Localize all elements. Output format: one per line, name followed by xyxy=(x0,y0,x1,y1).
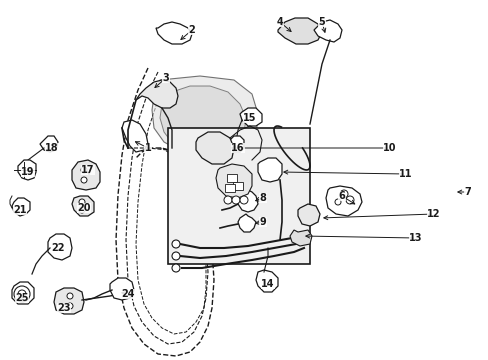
Text: 10: 10 xyxy=(383,143,396,153)
Text: 21: 21 xyxy=(13,205,27,215)
Circle shape xyxy=(346,196,353,204)
Text: 5: 5 xyxy=(318,17,325,27)
Polygon shape xyxy=(160,86,245,158)
Polygon shape xyxy=(256,270,278,292)
Text: 15: 15 xyxy=(243,113,256,123)
Circle shape xyxy=(224,196,231,204)
Polygon shape xyxy=(289,230,311,246)
Text: 19: 19 xyxy=(21,167,35,177)
Text: 11: 11 xyxy=(398,169,412,179)
Text: 24: 24 xyxy=(121,289,135,299)
Polygon shape xyxy=(72,196,94,216)
Polygon shape xyxy=(238,190,258,212)
Circle shape xyxy=(240,196,247,204)
Bar xyxy=(168,128,309,264)
Text: 7: 7 xyxy=(464,187,470,197)
Bar xyxy=(224,184,235,192)
Circle shape xyxy=(172,264,180,272)
Polygon shape xyxy=(325,186,361,216)
Circle shape xyxy=(14,286,30,302)
Circle shape xyxy=(339,190,347,198)
Polygon shape xyxy=(156,22,192,44)
Text: 14: 14 xyxy=(261,279,274,289)
Circle shape xyxy=(81,167,87,173)
Polygon shape xyxy=(40,136,58,152)
Circle shape xyxy=(172,240,180,248)
Polygon shape xyxy=(54,288,84,314)
Text: 4: 4 xyxy=(276,17,283,27)
Polygon shape xyxy=(196,132,234,164)
Text: 25: 25 xyxy=(15,293,29,303)
Polygon shape xyxy=(313,20,341,42)
Polygon shape xyxy=(136,80,178,108)
Text: 20: 20 xyxy=(77,203,91,213)
Text: 13: 13 xyxy=(408,233,422,243)
Text: 16: 16 xyxy=(231,143,244,153)
Polygon shape xyxy=(216,164,251,198)
Text: 8: 8 xyxy=(259,193,266,203)
Polygon shape xyxy=(72,160,100,190)
Text: 3: 3 xyxy=(163,73,169,83)
Text: 6: 6 xyxy=(338,191,345,201)
Polygon shape xyxy=(258,158,282,182)
Polygon shape xyxy=(278,18,321,44)
Text: 2: 2 xyxy=(188,25,195,35)
Text: 12: 12 xyxy=(427,209,440,219)
Circle shape xyxy=(79,207,85,213)
Bar xyxy=(232,182,243,190)
Polygon shape xyxy=(122,120,148,152)
Text: 23: 23 xyxy=(57,303,71,313)
Polygon shape xyxy=(240,108,262,126)
Text: 18: 18 xyxy=(45,143,59,153)
Polygon shape xyxy=(152,76,258,160)
Polygon shape xyxy=(18,160,36,180)
Circle shape xyxy=(67,293,73,299)
Text: 22: 22 xyxy=(51,243,64,253)
Circle shape xyxy=(81,177,87,183)
Text: 9: 9 xyxy=(259,217,266,227)
Circle shape xyxy=(172,252,180,260)
Circle shape xyxy=(18,290,26,298)
Polygon shape xyxy=(12,198,30,216)
Polygon shape xyxy=(297,204,319,226)
Polygon shape xyxy=(110,278,134,300)
Polygon shape xyxy=(238,214,256,232)
Circle shape xyxy=(334,199,340,205)
Circle shape xyxy=(67,303,73,309)
Text: 17: 17 xyxy=(81,165,95,175)
Polygon shape xyxy=(12,282,34,304)
Polygon shape xyxy=(227,136,244,152)
Text: 1: 1 xyxy=(144,143,151,153)
Circle shape xyxy=(231,196,240,204)
Polygon shape xyxy=(48,234,72,260)
Circle shape xyxy=(79,199,85,205)
Bar xyxy=(226,174,237,182)
